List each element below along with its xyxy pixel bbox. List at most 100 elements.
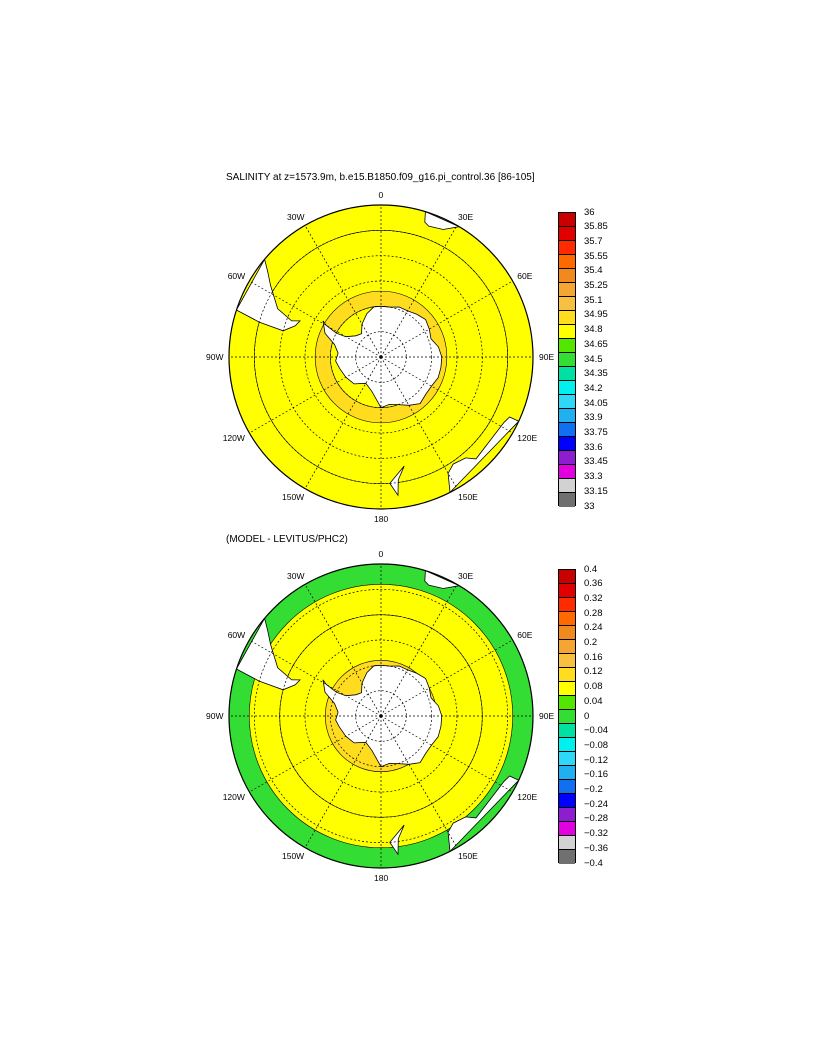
colorbar-segment	[559, 766, 575, 780]
colorbar-label: 34.95	[584, 309, 608, 321]
longitude-label: 180	[374, 873, 389, 883]
longitude-line	[304, 715, 382, 848]
longitude-line	[249, 715, 382, 793]
colorbar-segment	[559, 598, 575, 612]
longitude-line	[249, 356, 382, 434]
colorbar-segment	[559, 612, 575, 626]
colorbar-label: 34.65	[584, 338, 608, 350]
salinity-title: SALINITY at z=1573.9m, b.e15.B1850.f09_g…	[226, 172, 535, 183]
colorbar-segment	[559, 493, 575, 507]
longitude-line	[380, 225, 458, 358]
colorbar-segment	[559, 584, 575, 598]
longitude-label: 60E	[517, 630, 533, 640]
longitude-label: 90W	[206, 711, 224, 721]
colorbar-label: −0.08	[584, 739, 609, 751]
colorbar-label: −0.24	[584, 798, 609, 810]
colorbar-segment	[559, 822, 575, 836]
longitude-line	[380, 584, 458, 717]
colorbar-label: 34.8	[584, 324, 603, 336]
longitude-line	[249, 280, 382, 358]
colorbar-segment	[559, 381, 575, 395]
colorbar-label: 0.4	[584, 563, 598, 575]
colorbar-label: 35.85	[584, 221, 608, 233]
colorbar-label: 33.15	[584, 485, 608, 497]
colorbar-label: 0.32	[584, 592, 603, 604]
longitude-line	[380, 356, 458, 489]
longitude-line	[304, 356, 382, 489]
colorbar-segment	[559, 353, 575, 367]
south-america-land	[235, 258, 301, 332]
colorbar-label: 33.75	[584, 427, 608, 438]
colorbar-label: 0.2	[584, 637, 598, 648]
colorbar-label: 33.45	[584, 456, 608, 468]
longitude-label: 120E	[517, 792, 538, 802]
colorbar-segment	[559, 794, 575, 808]
longitude-label: 30E	[458, 211, 474, 222]
colorbar-segment	[559, 395, 575, 409]
colorbar-label: 35.1	[584, 294, 603, 306]
colorbar-label: −0.16	[584, 769, 609, 781]
map-border	[228, 563, 534, 869]
colorbar-segment	[559, 213, 575, 227]
colorbar-label: 0.04	[584, 695, 603, 707]
longitude-label: 120E	[517, 433, 538, 443]
longitude-label: 120W	[222, 433, 245, 443]
colorbar-segment	[559, 227, 575, 241]
colorbar-segment	[559, 570, 575, 584]
south-america-land	[235, 617, 301, 691]
colorbar-segment	[559, 738, 575, 752]
colorbar-segment	[559, 724, 575, 738]
colorbar-segment	[559, 297, 575, 311]
longitude-label: 60W	[227, 630, 246, 640]
colorbar-label: 34.05	[584, 397, 608, 409]
colorbar-label: 33.6	[584, 441, 603, 453]
colorbar-segment	[559, 808, 575, 822]
longitude-line	[380, 356, 513, 434]
colorbar-segment	[559, 367, 575, 381]
colorbar-segment	[559, 241, 575, 255]
colorbar-label: 35.7	[584, 235, 603, 247]
latitude-line	[253, 229, 509, 485]
longitude-line	[380, 715, 513, 793]
longitude-label: 150E	[458, 851, 478, 862]
new-zealand-land	[389, 824, 405, 856]
colorbar-label: 35.55	[584, 250, 608, 262]
colorbar-segment	[559, 668, 575, 682]
longitude-label: 30W	[287, 211, 305, 222]
colorbar-label: −0.32	[584, 828, 609, 840]
longitude-label: 90E	[539, 711, 555, 721]
longitude-label: 60W	[227, 271, 246, 281]
colorbar-segment	[559, 626, 575, 640]
colorbar-label: 0.28	[584, 607, 603, 619]
colorbar-label: −0.28	[584, 813, 609, 825]
longitude-line	[380, 639, 513, 717]
colorbar-label: 0.12	[584, 666, 603, 678]
colorbar-segment	[559, 409, 575, 423]
colorbar-segment	[559, 423, 575, 437]
colorbar-box	[558, 569, 576, 864]
colorbar-segment	[559, 836, 575, 850]
longitude-label: 180	[374, 514, 389, 524]
colorbar-segment	[559, 640, 575, 654]
longitude-label: 60E	[517, 271, 533, 281]
map-field	[229, 564, 533, 868]
latitude-line	[253, 588, 509, 844]
colorbar-label: 0.08	[584, 681, 603, 693]
latitude-line	[329, 305, 433, 409]
colorbar-label: 0.36	[584, 578, 603, 590]
colorbar-segment	[559, 311, 575, 325]
longitude-line	[249, 639, 382, 717]
colorbar-label: 35.4	[584, 265, 603, 277]
longitude-line	[380, 280, 513, 358]
longitude-line	[304, 225, 382, 358]
colorbar-label: 33	[584, 500, 595, 512]
colorbar-segment	[559, 752, 575, 766]
colorbar-label: 34.5	[584, 353, 603, 365]
africa-land	[424, 210, 461, 230]
map-border	[228, 204, 534, 510]
australia-land	[447, 775, 520, 853]
colorbar-label: 34.2	[584, 382, 603, 394]
colorbar-segment	[559, 437, 575, 451]
